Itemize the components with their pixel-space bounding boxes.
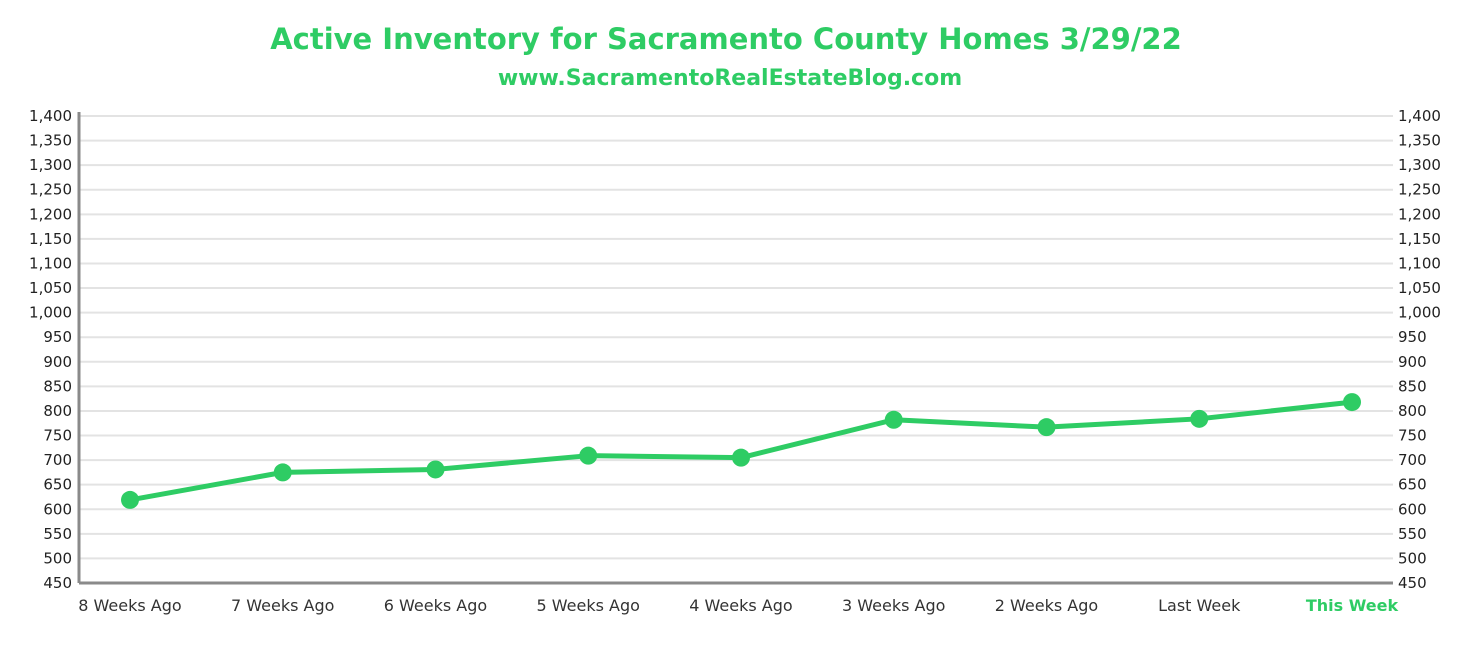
chart-subtitle: www.SacramentoRealEstateBlog.com [497,66,963,91]
data-point [426,460,445,479]
y-tick-label-left: 450 [43,574,72,592]
x-tick-label: 5 Weeks Ago [537,596,640,615]
y-tick-label-right: 1,300 [1398,156,1441,174]
y-tick-label-left: 1,200 [29,205,72,223]
y-tick-label-right: 600 [1398,500,1427,518]
data-point [884,410,903,429]
y-tick-label-left: 650 [43,476,72,494]
y-tick-label-left: 1,100 [29,254,72,272]
y-tick-label-right: 800 [1398,402,1427,420]
y-axis-left-ticks: 450 500 550 600 650 700 750 800 850 900 950 1,000 1,… [29,107,72,592]
data-point [732,448,750,467]
y-tick-label-left: 850 [43,377,72,395]
y-tick-label-left: 1,050 [29,279,72,297]
y-tick-label-left: 1,150 [29,230,72,248]
x-tick-label: This Week [1306,596,1399,615]
y-tick-label-right: 1,000 [1398,304,1441,322]
axes [77,112,1393,585]
y-tick-label-right: 1,150 [1398,230,1441,248]
data-point [579,446,598,465]
series [121,393,1361,509]
data-point [1343,393,1361,412]
y-tick-label-left: 1,000 [29,304,72,322]
x-axis-ticks: 8 Weeks Ago 7 Weeks Ago 6 Weeks Ago 5 Weeks… [78,596,1398,615]
y-tick-label-right: 1,400 [1398,107,1441,125]
gridlines [79,115,1393,560]
data-point [1037,418,1056,437]
y-tick-label-right: 750 [1398,427,1427,445]
y-tick-label-left: 500 [43,549,72,567]
y-tick-label-right: 700 [1398,451,1427,469]
y-tick-label-right: 1,200 [1398,205,1441,223]
y-tick-label-left: 700 [43,451,72,469]
y-axis-right-ticks: 450 500 550 600 650 700 750 800 850 900 950 1,000 1,… [1398,107,1441,592]
y-tick-label-right: 1,100 [1398,254,1441,272]
x-tick-label: 4 Weeks Ago [689,596,792,615]
y-tick-label-right: 500 [1398,549,1427,567]
y-tick-label-right: 650 [1398,476,1427,494]
x-tick-label: 3 Weeks Ago [842,596,945,615]
y-tick-label-left: 1,250 [29,181,72,199]
y-tick-label-right: 950 [1398,328,1427,346]
x-tick-label: 6 Weeks Ago [384,596,487,615]
y-tick-label-left: 550 [43,525,72,543]
y-tick-label-right: 1,350 [1398,132,1441,150]
x-tick-label: 8 Weeks Ago [78,596,181,615]
y-tick-label-right: 550 [1398,525,1427,543]
y-tick-label-left: 800 [43,402,72,420]
x-tick-label: 7 Weeks Ago [231,596,334,615]
x-tick-label: 2 Weeks Ago [995,596,1098,615]
y-tick-label-left: 950 [43,328,72,346]
y-tick-label-left: 900 [43,353,72,371]
y-tick-label-right: 900 [1398,353,1427,371]
y-tick-label-right: 850 [1398,377,1427,395]
y-tick-label-left: 600 [43,500,72,518]
data-point [273,463,292,482]
data-point [121,490,139,509]
y-tick-label-left: 1,300 [29,156,72,174]
y-tick-label-left: 1,400 [29,107,72,125]
y-tick-label-left: 750 [43,427,72,445]
y-tick-label-left: 1,350 [29,132,72,150]
data-point [1190,409,1209,428]
x-tick-label: Last Week [1158,596,1241,615]
y-tick-label-right: 1,050 [1398,279,1441,297]
chart-title: Active Inventory for Sacramento County H… [270,22,1182,56]
y-tick-label-right: 450 [1398,574,1427,592]
y-tick-label-right: 1,250 [1398,181,1441,199]
